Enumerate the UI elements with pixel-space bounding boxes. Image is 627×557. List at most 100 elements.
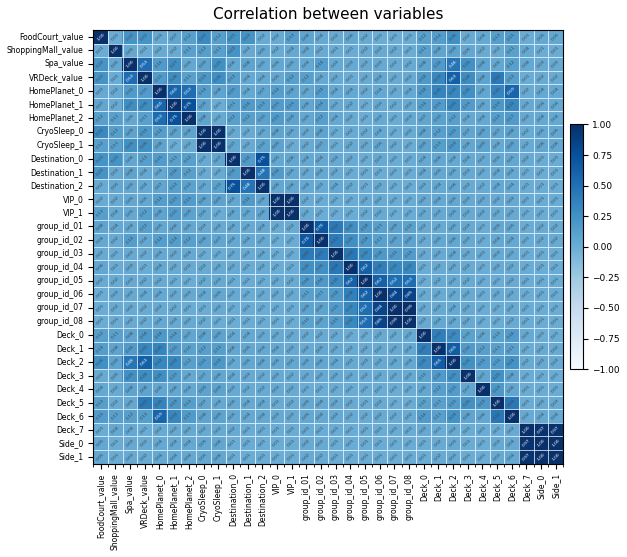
Text: 0.15: 0.15 bbox=[507, 32, 517, 42]
Text: 0.03: 0.03 bbox=[433, 208, 443, 218]
Text: 0.01: 0.01 bbox=[389, 32, 399, 42]
Text: 0.02: 0.02 bbox=[345, 140, 355, 150]
Text: 0.44: 0.44 bbox=[331, 262, 340, 272]
Text: 0.01: 0.01 bbox=[551, 303, 561, 312]
Text: 0.15: 0.15 bbox=[184, 194, 194, 204]
Text: 0.04: 0.04 bbox=[507, 452, 517, 462]
Text: 0.01: 0.01 bbox=[551, 154, 561, 164]
Text: 0.02: 0.02 bbox=[331, 330, 340, 340]
Text: 0.01: 0.01 bbox=[258, 276, 267, 286]
Text: 0.05: 0.05 bbox=[492, 222, 502, 231]
Text: 0.12: 0.12 bbox=[184, 154, 194, 164]
Text: 0.01: 0.01 bbox=[228, 303, 238, 312]
Text: 0.01: 0.01 bbox=[213, 208, 223, 218]
Text: 0.03: 0.03 bbox=[228, 127, 238, 136]
Text: 0.09: 0.09 bbox=[478, 140, 487, 150]
Text: 0.04: 0.04 bbox=[96, 235, 105, 245]
Text: 0.03: 0.03 bbox=[125, 438, 135, 448]
Text: 0.02: 0.02 bbox=[96, 249, 105, 258]
Text: 0.01: 0.01 bbox=[331, 140, 340, 150]
Text: 0.01: 0.01 bbox=[287, 425, 297, 434]
Text: 0.02: 0.02 bbox=[140, 438, 150, 448]
Text: 0.33: 0.33 bbox=[433, 72, 443, 82]
Text: 0.02: 0.02 bbox=[478, 46, 487, 55]
Text: 0.06: 0.06 bbox=[478, 86, 487, 96]
Text: 0.01: 0.01 bbox=[96, 303, 105, 312]
Text: 0.09: 0.09 bbox=[478, 127, 487, 136]
Text: 0.02: 0.02 bbox=[463, 208, 473, 218]
Text: 0.26: 0.26 bbox=[316, 262, 326, 272]
Text: 0.05: 0.05 bbox=[287, 59, 297, 69]
Text: 0.01: 0.01 bbox=[228, 452, 238, 462]
Text: 0.28: 0.28 bbox=[140, 100, 150, 109]
Text: 0.02: 0.02 bbox=[155, 276, 164, 286]
Text: 0.13: 0.13 bbox=[228, 72, 238, 82]
Text: 0.01: 0.01 bbox=[360, 398, 370, 407]
Text: 0.39: 0.39 bbox=[419, 344, 428, 353]
Text: 0.02: 0.02 bbox=[389, 330, 399, 340]
Text: 0.08: 0.08 bbox=[140, 384, 150, 394]
Text: 0.11: 0.11 bbox=[302, 290, 311, 299]
Text: 0.18: 0.18 bbox=[140, 330, 150, 340]
Text: 0.01: 0.01 bbox=[258, 438, 267, 448]
Text: 0.03: 0.03 bbox=[184, 290, 194, 299]
Text: 0.52: 0.52 bbox=[389, 276, 399, 286]
Text: 0.01: 0.01 bbox=[316, 194, 326, 204]
Text: 0.28: 0.28 bbox=[463, 72, 473, 82]
Text: 0.02: 0.02 bbox=[110, 303, 120, 312]
Text: 0.13: 0.13 bbox=[507, 72, 517, 82]
Text: 0.01: 0.01 bbox=[522, 32, 531, 42]
Text: 0.02: 0.02 bbox=[272, 276, 282, 286]
Text: 0.30: 0.30 bbox=[419, 357, 428, 367]
Text: 0.02: 0.02 bbox=[492, 46, 502, 55]
Text: 0.04: 0.04 bbox=[155, 168, 164, 177]
Text: 0.01: 0.01 bbox=[536, 46, 546, 55]
Text: 0.04: 0.04 bbox=[155, 262, 164, 272]
Text: 0.02: 0.02 bbox=[360, 344, 370, 353]
Text: 0.08: 0.08 bbox=[199, 113, 208, 123]
Text: 0.05: 0.05 bbox=[551, 32, 561, 42]
Text: 0.03: 0.03 bbox=[478, 194, 487, 204]
Text: 0.05: 0.05 bbox=[375, 140, 384, 150]
Text: 0.01: 0.01 bbox=[272, 303, 282, 312]
Text: 0.15: 0.15 bbox=[492, 357, 502, 367]
Text: 0.15: 0.15 bbox=[169, 208, 179, 218]
Text: 0.01: 0.01 bbox=[360, 181, 370, 190]
Text: 0.02: 0.02 bbox=[199, 262, 208, 272]
Text: 0.12: 0.12 bbox=[140, 208, 150, 218]
Text: 0.04: 0.04 bbox=[199, 290, 208, 299]
Text: 0.04: 0.04 bbox=[243, 412, 252, 421]
Text: 0.03: 0.03 bbox=[169, 290, 179, 299]
Text: 0.11: 0.11 bbox=[110, 113, 120, 123]
Text: 0.04: 0.04 bbox=[389, 357, 399, 367]
Text: 0.06: 0.06 bbox=[478, 412, 487, 421]
Text: 0.05: 0.05 bbox=[228, 398, 238, 408]
Text: 0.03: 0.03 bbox=[419, 208, 428, 218]
Text: 0.23: 0.23 bbox=[110, 154, 120, 164]
Text: 0.04: 0.04 bbox=[448, 303, 458, 312]
Text: 0.01: 0.01 bbox=[110, 32, 120, 42]
Text: 1.00: 1.00 bbox=[213, 127, 223, 136]
Text: 0.02: 0.02 bbox=[507, 425, 517, 434]
Text: 0.02: 0.02 bbox=[199, 168, 208, 177]
Text: 0.02: 0.02 bbox=[302, 194, 311, 204]
Text: 0.05: 0.05 bbox=[448, 194, 458, 204]
Text: 0.12: 0.12 bbox=[184, 235, 194, 245]
Text: 0.07: 0.07 bbox=[213, 235, 223, 245]
Text: 0.02: 0.02 bbox=[389, 412, 399, 421]
Text: 0.10: 0.10 bbox=[492, 330, 502, 340]
Text: 0.09: 0.09 bbox=[184, 208, 194, 218]
Text: 0.02: 0.02 bbox=[110, 235, 120, 245]
Text: 0.23: 0.23 bbox=[228, 32, 238, 42]
Text: 0.24: 0.24 bbox=[448, 412, 458, 421]
Text: 0.05: 0.05 bbox=[536, 127, 546, 136]
Text: 0.01: 0.01 bbox=[389, 113, 399, 123]
Text: 0.33: 0.33 bbox=[140, 344, 150, 353]
Text: 0.04: 0.04 bbox=[316, 168, 326, 177]
Text: 0.02: 0.02 bbox=[507, 276, 517, 286]
Text: 0.11: 0.11 bbox=[507, 46, 517, 55]
Text: 0.03: 0.03 bbox=[213, 276, 223, 286]
Text: 0.01: 0.01 bbox=[522, 222, 531, 231]
Text: 0.13: 0.13 bbox=[140, 154, 150, 164]
Text: 0.05: 0.05 bbox=[257, 46, 267, 55]
